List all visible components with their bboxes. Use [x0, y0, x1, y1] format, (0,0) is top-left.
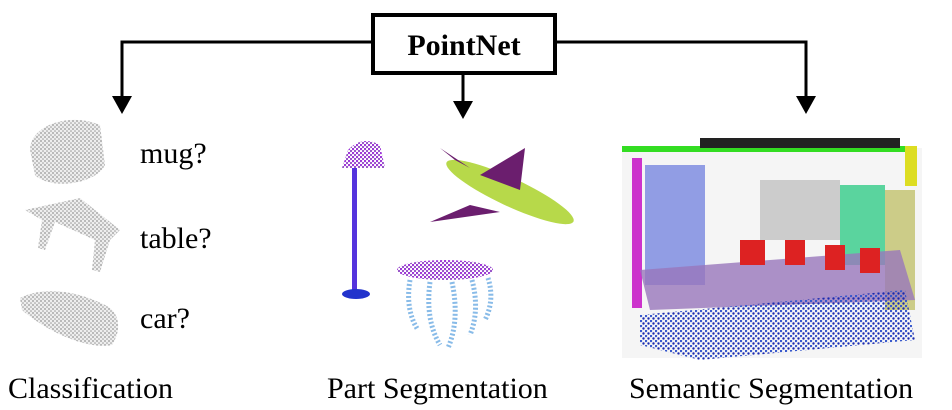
class-label: table? — [140, 222, 212, 255]
table-legs — [406, 277, 494, 349]
chair — [825, 245, 845, 270]
plane-wings — [430, 148, 525, 222]
title-box — [371, 13, 557, 75]
section-title: Classification — [8, 372, 173, 405]
title: PointNet — [407, 29, 520, 62]
chair — [860, 248, 880, 273]
board — [760, 180, 840, 240]
arrowhead — [453, 101, 473, 119]
part-clouds — [342, 141, 574, 349]
ceiling-lights — [700, 138, 900, 148]
connectors — [112, 40, 816, 119]
chair — [785, 240, 805, 265]
lamp-base — [342, 289, 370, 299]
car-cloud — [20, 291, 119, 346]
table-top — [397, 260, 493, 280]
arrow-left — [120, 40, 373, 98]
classification-clouds — [20, 119, 120, 346]
arrow-right — [555, 40, 808, 98]
class-label: car? — [140, 302, 190, 335]
section-title: Semantic Segmentation — [629, 372, 913, 405]
section-title: Part Segmentation — [327, 372, 548, 405]
arrowhead — [112, 96, 132, 114]
mug-cloud — [30, 119, 105, 184]
class-label: mug? — [140, 137, 207, 170]
lamp-shade — [342, 141, 385, 168]
floor — [640, 290, 915, 360]
chair — [740, 240, 765, 265]
wall-magenta — [632, 158, 642, 308]
arrowhead — [796, 96, 816, 114]
ceiling-corner — [905, 146, 917, 186]
room-cloud — [622, 138, 922, 360]
ceiling-edge — [622, 146, 917, 152]
wall-blue — [645, 165, 705, 285]
plane-body — [446, 159, 574, 225]
lamp-pole — [352, 168, 357, 290]
tables — [640, 250, 915, 310]
table-cloud — [25, 198, 120, 272]
